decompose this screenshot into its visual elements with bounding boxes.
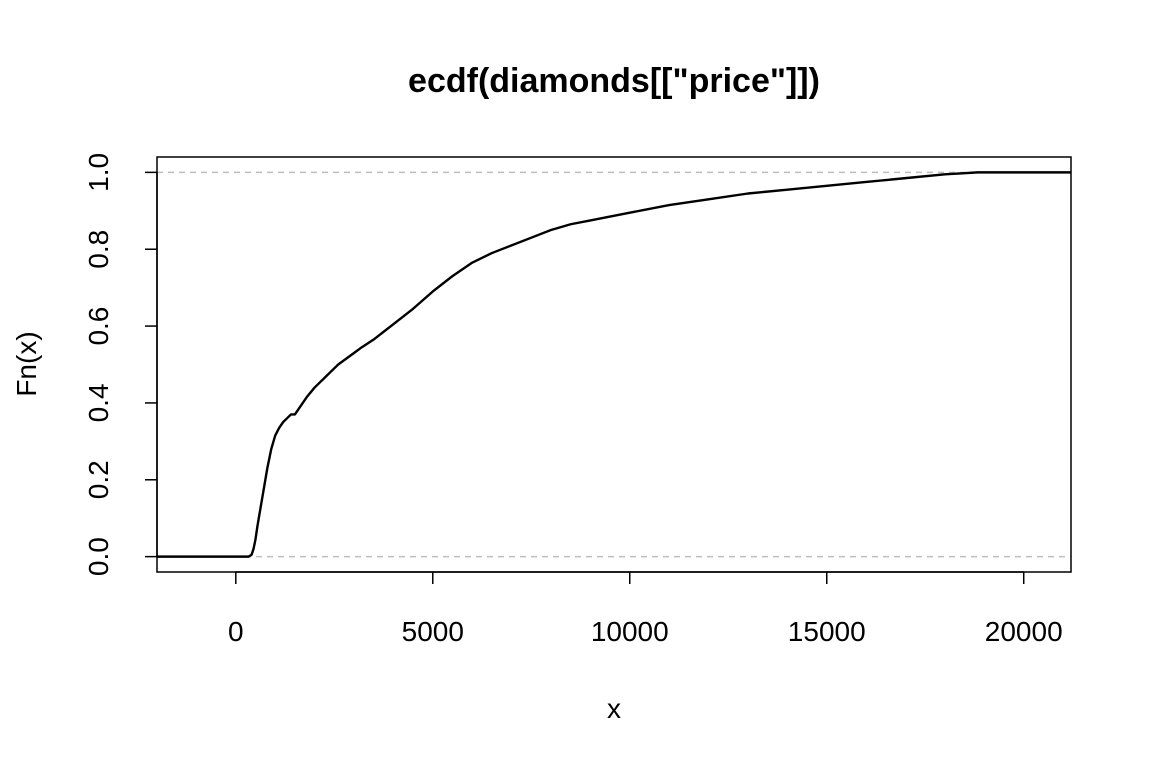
series-layer [157, 171, 1071, 558]
y-tick-label-2: 0.4 [83, 383, 114, 422]
y-tick-label-4: 0.8 [83, 230, 114, 269]
x-axis: 0 5000 10000 15000 20000 [228, 571, 1063, 647]
y-tick-label-5: 1.0 [83, 153, 114, 192]
x-tick-label-3: 15000 [788, 616, 866, 647]
chart-title: ecdf(diamonds[["price"]]) [408, 62, 820, 100]
y-tick-label-1: 0.2 [83, 460, 114, 499]
x-tick-label-2: 10000 [591, 616, 669, 647]
y-tick-label-0: 0.0 [83, 537, 114, 576]
y-tick-label-3: 0.6 [83, 307, 114, 346]
y-axis-title: Fn(x) [11, 331, 42, 396]
x-tick-label-1: 5000 [402, 616, 464, 647]
x-tick-label-0: 0 [228, 616, 244, 647]
x-axis-title: x [607, 693, 621, 724]
reference-lines [157, 171, 1071, 558]
ecdf-series-line-0 [157, 171, 1071, 558]
x-tick-label-4: 20000 [985, 616, 1063, 647]
y-axis: 0.0 0.2 0.4 0.6 0.8 1.0 [83, 153, 158, 576]
